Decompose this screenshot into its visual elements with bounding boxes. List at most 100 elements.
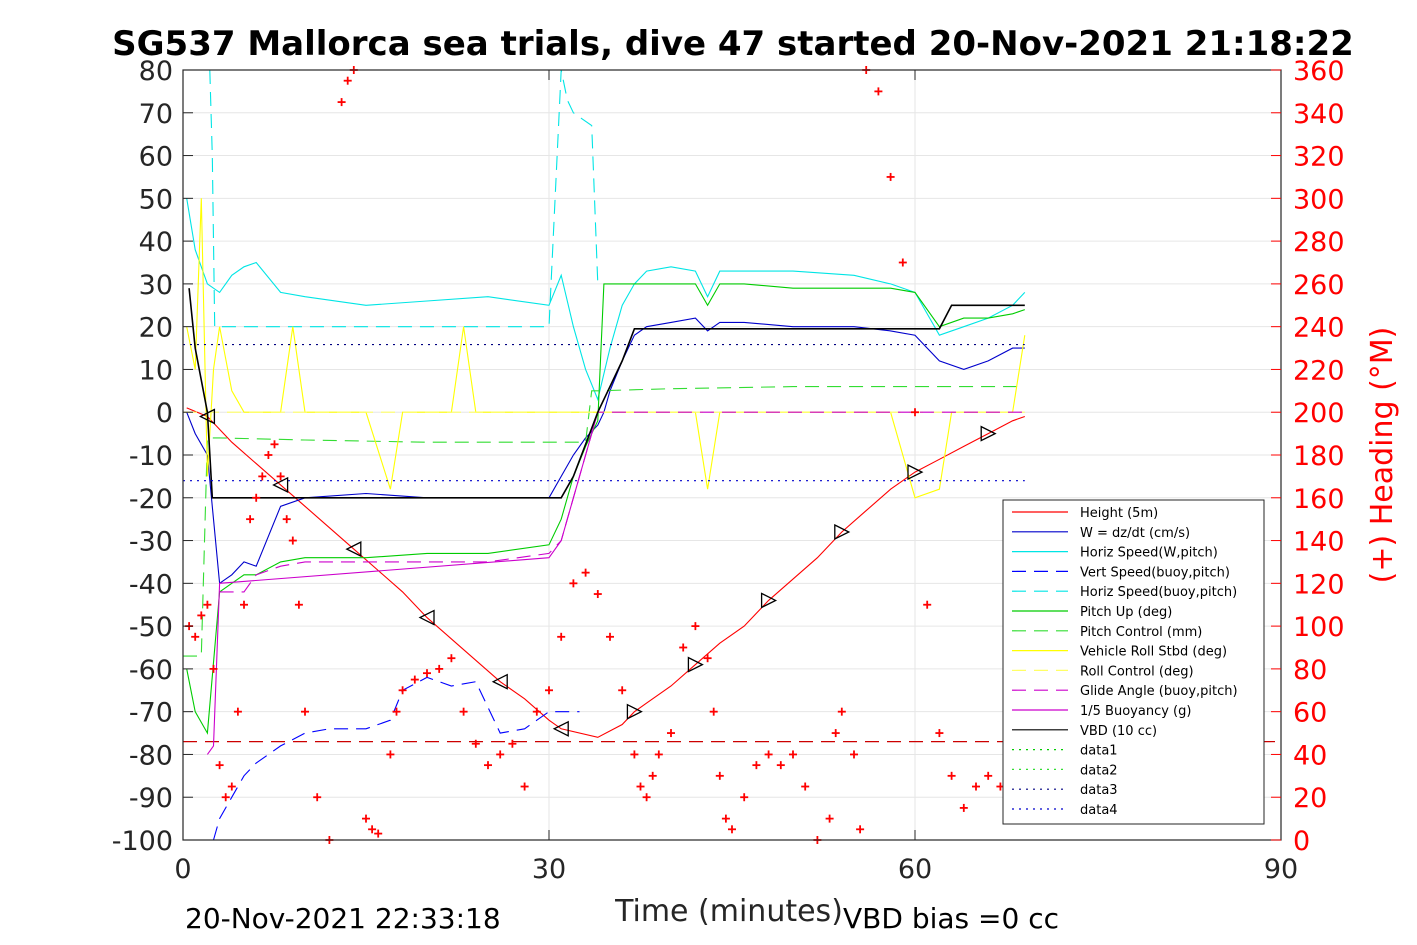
heading-point [191, 632, 200, 641]
heading-point [837, 707, 846, 716]
heading-point [447, 654, 456, 663]
y2-tick-label: 0 [1293, 826, 1310, 857]
legend-label: Vehicle Roll Stbd (deg) [1080, 645, 1227, 660]
y2-tick-label: 180 [1293, 441, 1345, 472]
waypoint-marker [907, 464, 924, 481]
y2-tick-label: 40 [1293, 740, 1327, 771]
y-tick-label: 20 [139, 313, 173, 344]
waypoint-marker [491, 673, 508, 690]
x-tick-label: 90 [1264, 854, 1298, 885]
heading-point [459, 707, 468, 716]
heading-point [648, 771, 657, 780]
waypoint-marker [626, 703, 643, 720]
heading-point [484, 761, 492, 770]
series-line-w-dz-dt-cm-s [186, 317, 1025, 585]
heading-point [362, 814, 370, 823]
heading-point [642, 793, 651, 802]
heading-point [569, 579, 578, 588]
y2-tick-label: 280 [1293, 227, 1345, 258]
y2-tick-label: 320 [1293, 142, 1345, 173]
heading-point [197, 611, 206, 620]
waypoint-marker [980, 425, 997, 442]
x-tick-label: 0 [174, 854, 191, 885]
y-tick-label: -70 [129, 698, 173, 729]
y-tick-label: 10 [139, 355, 173, 386]
heading-point [831, 729, 840, 738]
series-line-pitch-up-deg [186, 283, 1025, 735]
y-tick-label: 80 [139, 56, 173, 87]
waypoint-marker [198, 408, 216, 425]
y-tick-label: -20 [129, 484, 173, 515]
series-line-pitch-control-mm [183, 386, 1025, 657]
legend-label: Roll Control (deg) [1080, 664, 1194, 679]
heading-point [972, 782, 980, 791]
footer-date: 20-Nov-2021 22:33:18 [185, 902, 501, 935]
y2-tick-label: 80 [1293, 655, 1327, 686]
series-line-height-5m [186, 407, 1025, 738]
heading-point [343, 76, 352, 85]
heading-point [874, 87, 883, 96]
y2-tick-label: 240 [1293, 313, 1345, 344]
waypoint-marker [272, 476, 289, 493]
heading-point [508, 739, 517, 748]
y-tick-label: 40 [139, 227, 173, 258]
heading-point [630, 750, 639, 759]
y2-tick-label: 220 [1293, 355, 1345, 386]
heading-point [374, 829, 383, 838]
waypoint-marker [760, 592, 778, 609]
axis-ticks: 0 30 60 9080706050403020100-10-20-30-40-50-… [112, 56, 1345, 885]
x-axis-label: Time (minutes) [614, 894, 843, 929]
legend-label: Glide Angle (buoy,pitch) [1080, 684, 1238, 699]
series-line-glide-angle-buoy-pitch [219, 411, 1025, 593]
heading-point [557, 632, 566, 641]
legend-label: data3 [1080, 783, 1118, 798]
heading-point [203, 600, 212, 609]
x-tick-label: 60 [898, 854, 932, 885]
y-tick-label: -30 [129, 527, 173, 558]
heading-point [709, 707, 718, 716]
series-line-1-5-buoyancy-g [206, 412, 599, 755]
heading-point [898, 258, 907, 267]
heading-point [282, 515, 291, 524]
heading-point [252, 493, 261, 502]
waypoint-marker [687, 656, 704, 673]
heading-point [276, 472, 285, 481]
heading-point [618, 686, 627, 695]
y-tick-label: -100 [112, 826, 173, 857]
heading-point [801, 782, 810, 791]
y-tick-label: -90 [129, 783, 173, 814]
heading-point [301, 707, 309, 716]
heading-point [654, 750, 663, 759]
heading-point [886, 172, 895, 181]
waypoint-marker [552, 720, 569, 737]
series-line-horiz-speed-buoy-pitch [209, 69, 599, 328]
heading-point [258, 472, 267, 481]
heading-point [471, 739, 480, 748]
y-tick-label: 60 [139, 142, 173, 173]
heading-point [209, 664, 218, 673]
heading-point [221, 793, 230, 802]
heading-point [392, 707, 401, 716]
heading-point [825, 814, 834, 823]
waypoint-marker [345, 541, 362, 558]
heading-point [368, 825, 377, 834]
legend-label: data4 [1080, 803, 1118, 818]
series-line-vbd-10-cc [188, 288, 1025, 499]
heading-point [715, 771, 724, 780]
heading-point [215, 761, 224, 770]
heading-point [691, 622, 700, 631]
heading-point [721, 814, 730, 823]
legend-label: Pitch Up (deg) [1080, 605, 1172, 620]
heading-point [911, 408, 919, 417]
heading-point [520, 782, 529, 791]
heading-point [789, 750, 797, 759]
legend-label: VBD (10 cc) [1080, 724, 1157, 739]
legend-label: data2 [1080, 763, 1118, 778]
series-line-horiz-speed-w-pitch [186, 198, 1026, 402]
heading-point [636, 782, 645, 791]
y-tick-label: -60 [129, 655, 173, 686]
heading-point [246, 515, 255, 524]
heading-point [776, 761, 785, 770]
y2-tick-label: 60 [1293, 698, 1327, 729]
legend-label: W = dz/dt (cm/s) [1080, 526, 1190, 541]
